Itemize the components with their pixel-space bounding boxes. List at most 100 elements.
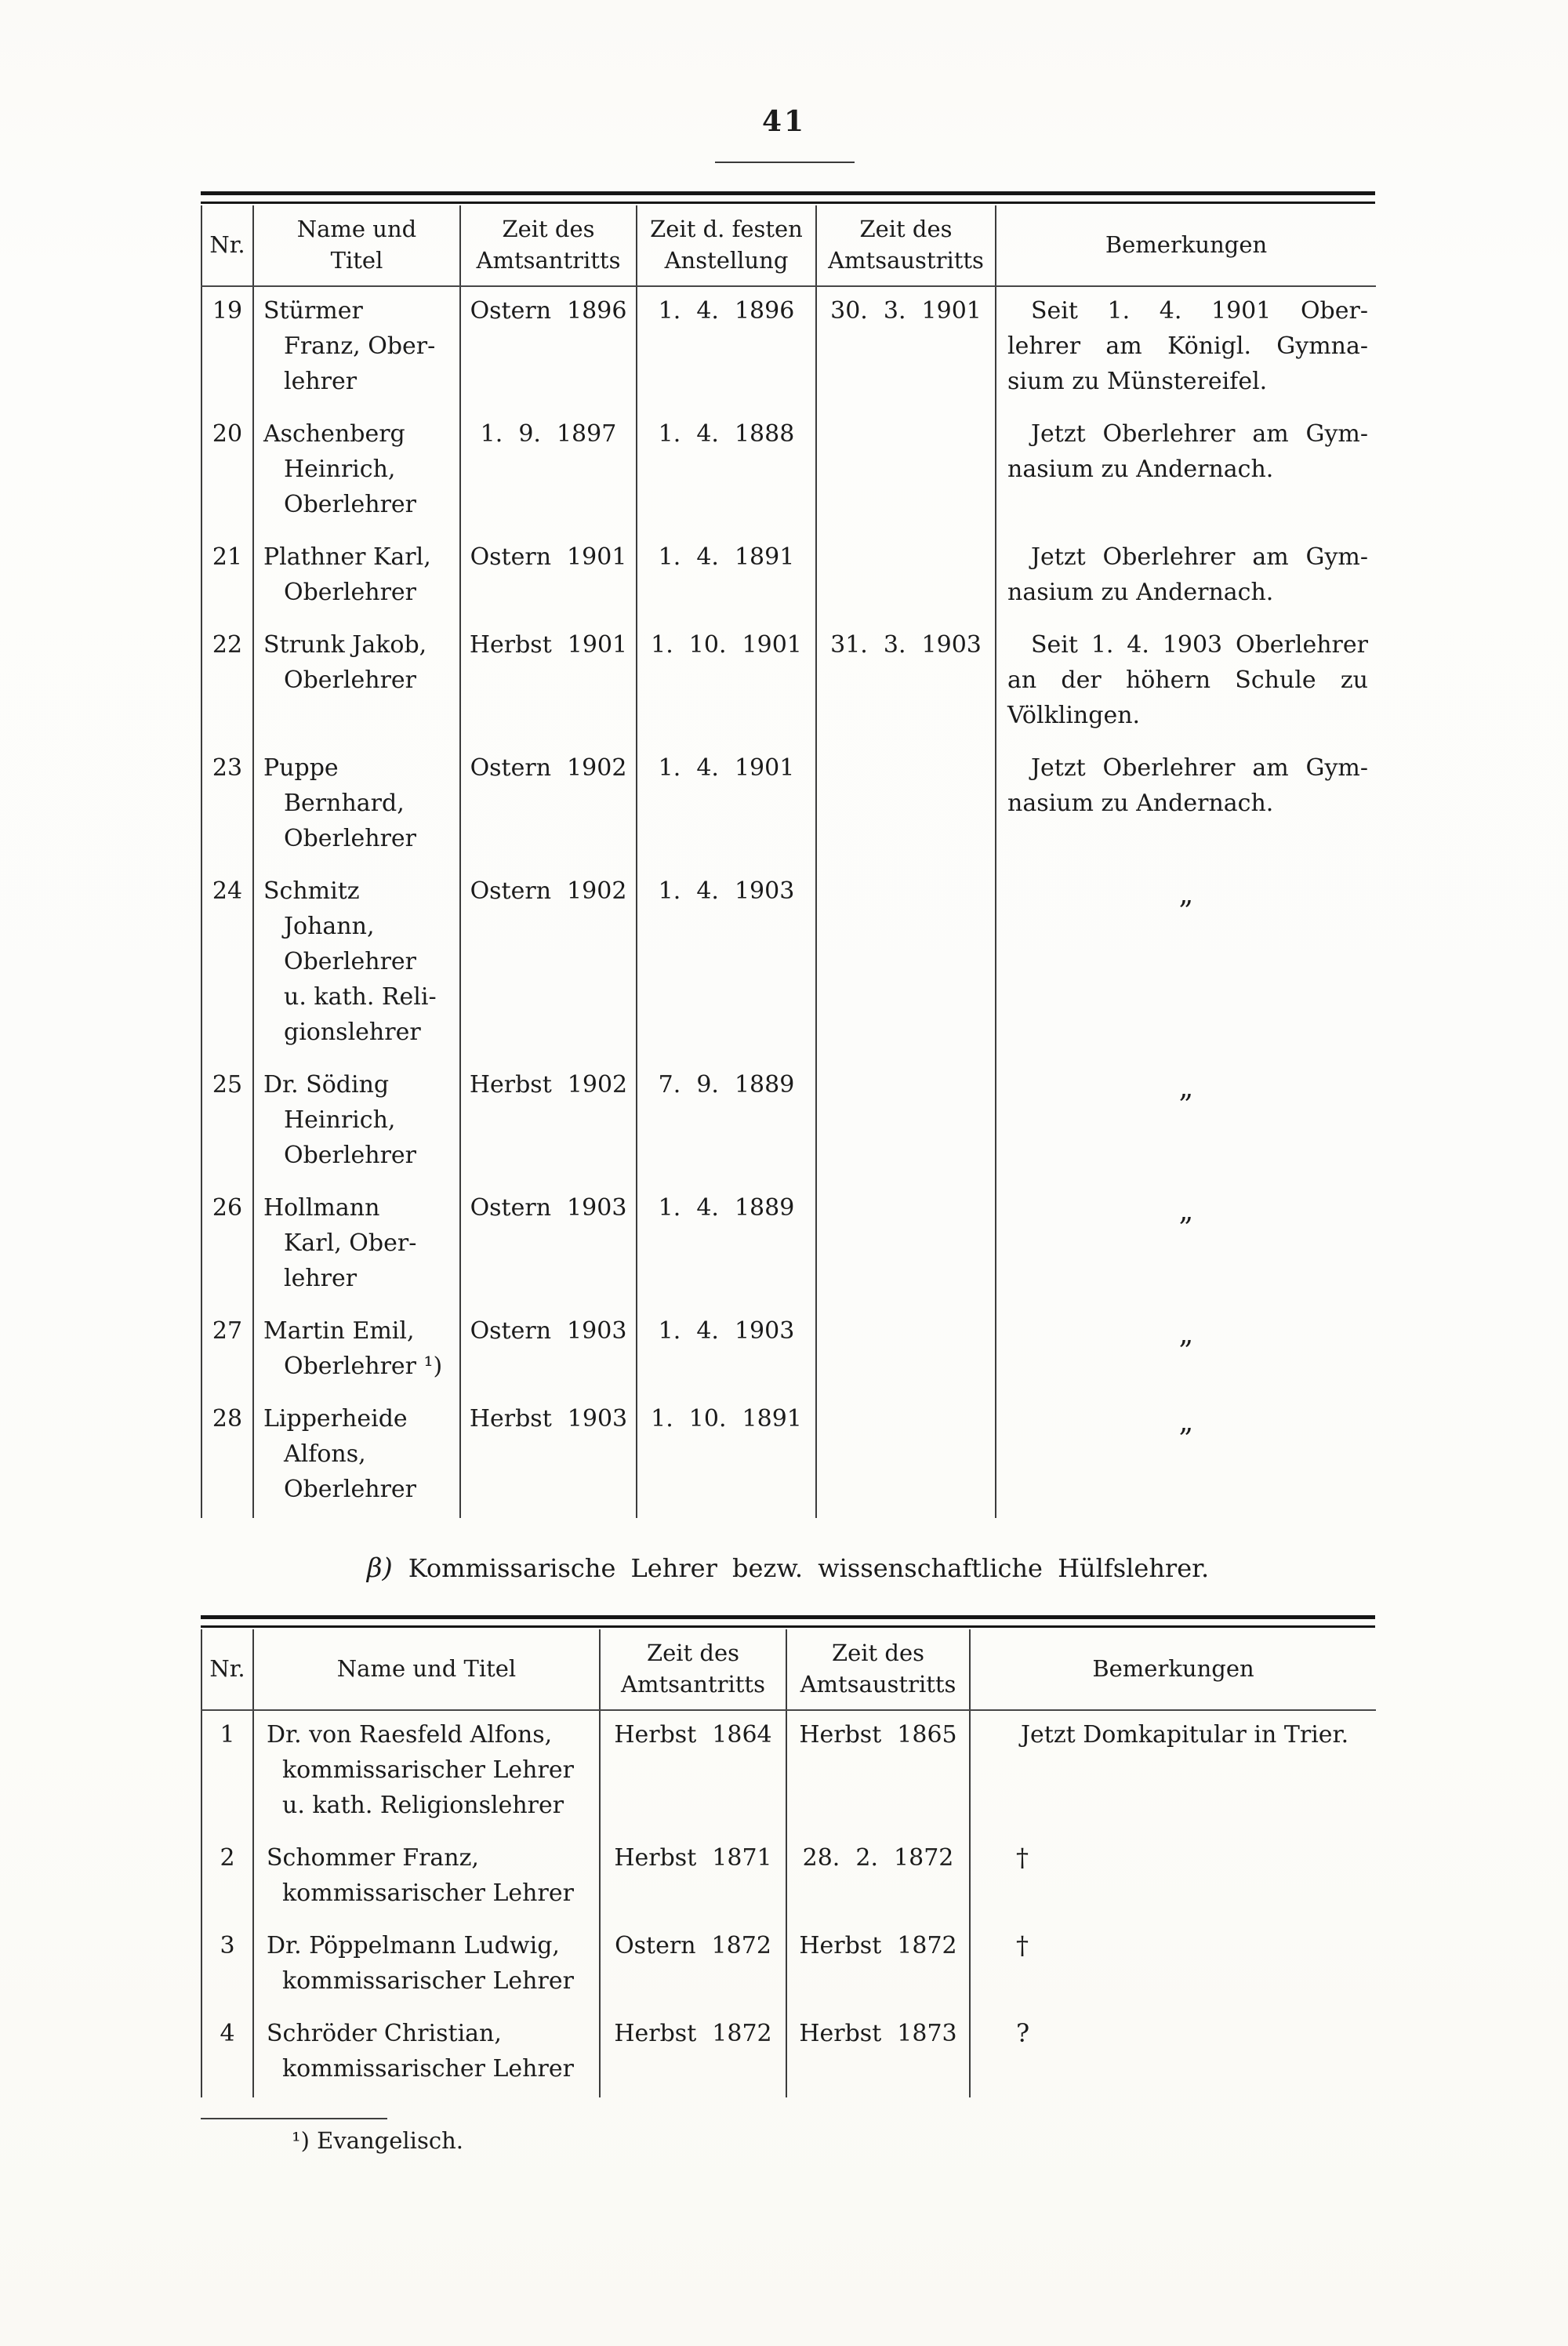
cell-feste-anstellung: 1. 10. 1891 bbox=[637, 1395, 817, 1518]
text-line: kommissarischer Lehrer bbox=[282, 2055, 574, 2083]
text-line: Oberlehrer bbox=[284, 491, 416, 518]
text-line: Oberlehrer ¹) bbox=[284, 1353, 443, 1380]
cell-nr: 1 bbox=[201, 1710, 254, 1834]
table-row: 26 Hollmann Karl, Ober-lehrer Ostern 1903 1.… bbox=[201, 1184, 1376, 1307]
col-header-amtsaustritt: Zeit des Amtsaustritts bbox=[816, 205, 996, 287]
table-row: 2 Schommer Franz, kommissarischer Lehrer He… bbox=[201, 1834, 1376, 1922]
cell-bemerkung: Jetzt Oberlehrer am Gym-nasium zu Andern… bbox=[996, 533, 1376, 621]
text-line: Jetzt Oberlehrer am Gym- bbox=[1031, 754, 1368, 782]
text-line: Oberlehrer bbox=[284, 666, 416, 694]
cell-feste-anstellung: 1. 4. 1891 bbox=[637, 533, 817, 621]
table-a-header-row: Nr. Name und Titel Zeit des Amtsantritts… bbox=[201, 205, 1376, 287]
cell-nr: 23 bbox=[201, 744, 254, 867]
text-line: Martin Emil, bbox=[263, 1317, 415, 1345]
cell-bemerkung: Jetzt Domkapitular in Trier. bbox=[970, 1710, 1376, 1834]
text-line: Lipperheide bbox=[263, 1405, 408, 1433]
cell-name-titel: Dr. Söding Heinrich, Oberlehrer bbox=[253, 1061, 461, 1184]
text-line: Franz, Ober- bbox=[284, 332, 436, 360]
text-line: lehrer bbox=[284, 368, 358, 395]
col-header-feste-anstellung: Zeit d. festen Anstellung bbox=[637, 205, 817, 287]
text-line: Oberlehrer bbox=[284, 825, 416, 852]
cell-amtsantritt: Herbst 1864 bbox=[600, 1710, 787, 1834]
table-b-body: 1 Dr. von Raesfeld Alfons, kommissarischer… bbox=[201, 1710, 1376, 2097]
cell-amtsaustritt: Herbst 1872 bbox=[786, 1922, 971, 2010]
cell-bemerkung-ditto: „ bbox=[1178, 1318, 1194, 1350]
cell-name-titel: Martin Emil, Oberlehrer ¹) bbox=[253, 1307, 461, 1395]
col-header-amtsaustritt: Zeit des Amtsaustritts bbox=[786, 1629, 971, 1711]
col-header-name-titel: Name und Titel bbox=[253, 205, 461, 287]
cell-bemerkung-ditto: „ bbox=[1178, 1072, 1194, 1104]
text-line: nasium zu Andernach. bbox=[1007, 579, 1274, 606]
cell-amtsantritt: Ostern 1902 bbox=[460, 867, 637, 1061]
cell-bemerkung-ditto: „ bbox=[1178, 878, 1194, 910]
cell-amtsaustritt bbox=[816, 867, 996, 1061]
text-line: lehrer bbox=[284, 1265, 358, 1292]
cell-amtsantritt: Ostern 1901 bbox=[460, 533, 637, 621]
cell-name-titel: Puppe Bernhard, Oberlehrer bbox=[253, 744, 461, 867]
cell-name-titel: Schmitz Johann, Oberlehrer u. kath. Reli-gi… bbox=[253, 867, 461, 1061]
cell-amtsantritt: Herbst 1902 bbox=[460, 1061, 637, 1184]
text-line: Heinrich, bbox=[284, 1106, 396, 1134]
text-line: Alfons, bbox=[284, 1440, 366, 1468]
cell-bemerkung: Seit 1. 4. 1903 Oberlehrer an der höhern … bbox=[996, 621, 1376, 744]
cell-feste-anstellung: 1. 4. 1896 bbox=[637, 286, 817, 410]
page-number-underline bbox=[715, 162, 855, 163]
text-line: Seit 1. 4. 1903 Oberlehrer bbox=[1031, 631, 1368, 659]
col-header-name-titel: Name und Titel bbox=[253, 1629, 601, 1711]
cell-amtsantritt: Ostern 1896 bbox=[460, 286, 637, 410]
text-line: Johann, bbox=[284, 913, 375, 940]
cell-bemerkung: Jetzt Oberlehrer am Gym-nasium zu Andern… bbox=[996, 744, 1376, 867]
text-line: Jetzt Oberlehrer am Gym- bbox=[1031, 543, 1368, 571]
teachers-table-oberlehrer: Nr. Name und Titel Zeit des Amtsantritts… bbox=[201, 205, 1376, 1518]
text-line: Plathner Karl, bbox=[263, 543, 431, 571]
cell-amtsaustritt: 30. 3. 1901 bbox=[816, 286, 996, 410]
section-beta-marker: β) bbox=[366, 1552, 393, 1584]
cell-amtsaustritt: 28. 2. 1872 bbox=[786, 1834, 971, 1922]
page-number: 41 bbox=[761, 105, 807, 138]
cell-name-titel: Schommer Franz, kommissarischer Lehrer bbox=[253, 1834, 601, 1922]
cell-name-titel: Stürmer Franz, Ober-lehrer bbox=[253, 286, 461, 410]
text-line: Aschenberg bbox=[263, 420, 405, 448]
cell-nr: 28 bbox=[201, 1395, 254, 1518]
text-line: sium zu Münstereifel. bbox=[1007, 368, 1268, 395]
table-a-body: 19 Stürmer Franz, Ober-lehrer Ostern 1896 1.… bbox=[201, 286, 1376, 1518]
text-line: Puppe bbox=[263, 754, 339, 782]
col-header-bemerkungen: Bemerkungen bbox=[996, 205, 1376, 287]
cell-name-titel: Strunk Jakob, Oberlehrer bbox=[253, 621, 461, 744]
page-content: Nr. Name und Titel Zeit des Amtsantritts… bbox=[201, 191, 1376, 2154]
text-line: Schröder Christian, bbox=[267, 2020, 502, 2047]
cell-bemerkung-ditto: „ bbox=[1178, 1406, 1194, 1438]
cell-bemerkung: Jetzt Oberlehrer am Gym-nasium zu Andern… bbox=[996, 410, 1376, 533]
cell-nr: 21 bbox=[201, 533, 254, 621]
cell-amtsantritt: Herbst 1901 bbox=[460, 621, 637, 744]
footnote-separator-rule bbox=[201, 2118, 387, 2119]
cell-nr: 2 bbox=[201, 1834, 254, 1922]
text-line: nasium zu Andernach. bbox=[1007, 790, 1274, 817]
cell-feste-anstellung: 1. 10. 1901 bbox=[637, 621, 817, 744]
cell-name-titel: Schröder Christian, kommissarischer Lehre… bbox=[253, 2010, 601, 2097]
cell-nr: 20 bbox=[201, 410, 254, 533]
cell-feste-anstellung: 1. 4. 1903 bbox=[637, 867, 817, 1061]
text-line: Schommer Franz, bbox=[267, 1844, 479, 1872]
text-line: lehrer am Königl. Gymna- bbox=[1007, 332, 1368, 360]
table-row: 20 Aschenberg Heinrich, Oberlehrer 1. 9. 189… bbox=[201, 410, 1376, 533]
table-b-header: Nr. Name und Titel Zeit des Amtsantritts… bbox=[201, 1629, 1376, 1711]
table-row: 25 Dr. Söding Heinrich, Oberlehrer Herbst 19… bbox=[201, 1061, 1376, 1184]
text-line: Dr. Pöppelmann Ludwig, bbox=[267, 1932, 560, 1959]
section-beta-title: Kommissarische Lehrer bezw. wissenschaft… bbox=[408, 1553, 1210, 1583]
cell-amtsaustritt bbox=[816, 1184, 996, 1307]
table-row: 4 Schröder Christian, kommissarischer Lehr… bbox=[201, 2010, 1376, 2097]
cell-nr: 27 bbox=[201, 1307, 254, 1395]
text-line: Schmitz bbox=[263, 877, 360, 905]
cell-amtsaustritt: Herbst 1873 bbox=[786, 2010, 971, 2097]
cell-nr: 19 bbox=[201, 286, 254, 410]
cell-amtsaustritt bbox=[816, 744, 996, 867]
table-row: 24 Schmitz Johann, Oberlehrer u. kath. Reli-… bbox=[201, 867, 1376, 1061]
text-line: Dr. Söding bbox=[263, 1071, 390, 1099]
cell-amtsantritt: Herbst 1872 bbox=[600, 2010, 787, 2097]
text-line: Oberlehrer bbox=[284, 579, 416, 606]
col-header-amtsantritt: Zeit des Amtsantritts bbox=[460, 205, 637, 287]
text-line: Jetzt Oberlehrer am Gym- bbox=[1031, 420, 1368, 448]
table-b-header-row: Nr. Name und Titel Zeit des Amtsantritts… bbox=[201, 1629, 1376, 1711]
text-line: Karl, Ober- bbox=[284, 1229, 417, 1257]
